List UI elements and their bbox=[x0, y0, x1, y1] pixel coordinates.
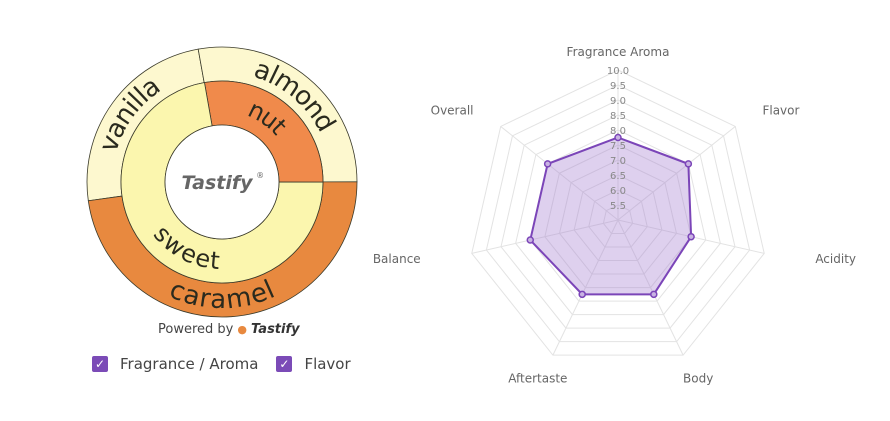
axis-label: Body bbox=[683, 372, 713, 386]
tick-label: 6.5 bbox=[610, 171, 626, 182]
checkbox-checked-icon[interactable]: ✓ bbox=[92, 356, 108, 372]
data-point[interactable] bbox=[543, 160, 552, 168]
grid-ring bbox=[558, 159, 678, 275]
axis-label: Fragrance Aroma bbox=[567, 45, 670, 59]
tick-label: 6.0 bbox=[610, 186, 626, 197]
grid-spoke bbox=[617, 126, 736, 221]
tick-label: 8.5 bbox=[610, 111, 626, 122]
grid-ring bbox=[573, 174, 663, 262]
legend-item-flavor[interactable]: ✓ Flavor bbox=[276, 355, 351, 373]
center-logo: Tastify bbox=[181, 172, 254, 194]
tick-label: 10.0 bbox=[607, 66, 629, 77]
grid-ring bbox=[500, 99, 736, 329]
grid-ring bbox=[471, 69, 765, 356]
tastify-logo-icon: ● bbox=[237, 323, 247, 336]
grid-ring bbox=[485, 84, 751, 343]
grid-spoke bbox=[552, 219, 619, 356]
powered-by-text: Powered by bbox=[158, 322, 234, 337]
data-point[interactable] bbox=[687, 232, 695, 241]
registered-mark: ® bbox=[256, 171, 264, 180]
tick-label: 5.5 bbox=[610, 201, 626, 212]
tick-label: 9.0 bbox=[610, 96, 626, 107]
tick-label: 9.5 bbox=[610, 81, 626, 92]
data-point[interactable] bbox=[684, 160, 693, 168]
grid-ring bbox=[588, 189, 648, 248]
data-point[interactable] bbox=[614, 133, 622, 142]
legend-label: Fragrance / Aroma bbox=[120, 355, 259, 373]
tick-label: 7.5 bbox=[610, 141, 626, 152]
tick-label: 8.0 bbox=[610, 126, 626, 137]
axis-label: Aftertaste bbox=[508, 372, 567, 386]
legend-item-fragrance-aroma[interactable]: ✓ Fragrance / Aroma bbox=[92, 355, 258, 373]
axis-label: Acidity bbox=[815, 252, 856, 266]
radar-grid bbox=[471, 69, 765, 356]
checkbox-checked-icon[interactable]: ✓ bbox=[276, 356, 293, 372]
center-hole bbox=[164, 124, 280, 240]
grid-ring bbox=[602, 204, 634, 235]
grid-ring bbox=[515, 114, 721, 316]
data-point[interactable] bbox=[650, 290, 658, 299]
powered-brand: Tastify bbox=[250, 322, 300, 337]
data-point[interactable] bbox=[578, 290, 586, 299]
powered-by[interactable]: Powered by ● Tastify bbox=[158, 322, 300, 337]
axis-label: Flavor bbox=[762, 103, 799, 117]
grid-spoke bbox=[500, 126, 619, 221]
data-point[interactable] bbox=[526, 236, 535, 244]
series-area bbox=[529, 136, 693, 296]
axis-label: Balance bbox=[373, 252, 421, 266]
grid-spoke bbox=[471, 219, 619, 254]
legend-label: Flavor bbox=[304, 355, 351, 373]
tick-label: 7.0 bbox=[610, 156, 626, 167]
legend: ✓ Fragrance / Aroma ✓ Flavor bbox=[92, 355, 369, 373]
axis-label: Overall bbox=[431, 103, 474, 117]
grid-spoke bbox=[617, 219, 684, 356]
grid-ring bbox=[544, 144, 692, 289]
